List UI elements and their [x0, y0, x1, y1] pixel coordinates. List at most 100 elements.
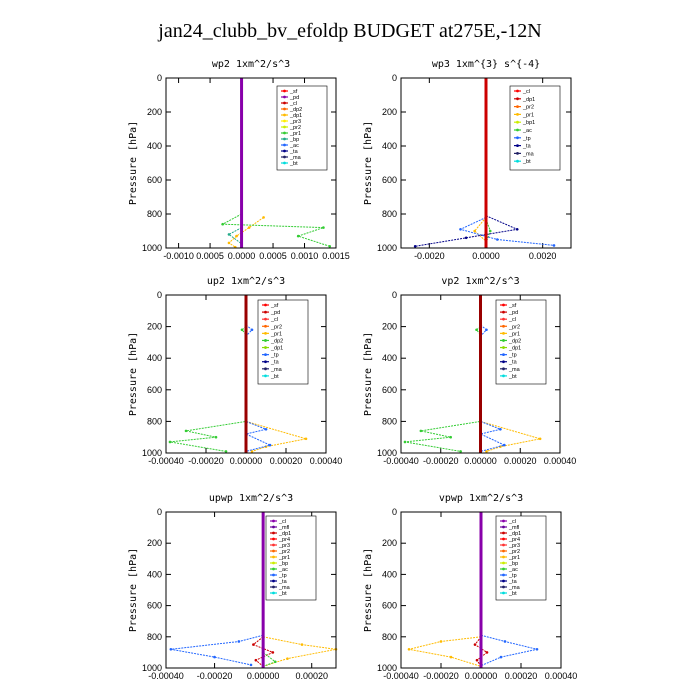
series-point-pr1 — [449, 655, 453, 659]
series-point-ac — [273, 660, 277, 664]
x-tick-label: -0.00020 — [423, 671, 459, 681]
legend-marker — [272, 543, 275, 547]
legend-box — [495, 299, 547, 385]
series-point-pr1 — [250, 450, 254, 453]
y-tick-label: 0 — [392, 290, 397, 300]
legend-marker — [502, 317, 505, 321]
legend-marker — [502, 353, 505, 357]
legend-label: _pr2 — [289, 125, 301, 131]
legend-label: _sf — [270, 303, 279, 309]
plot-frame — [165, 511, 337, 669]
series-line-bp — [228, 227, 242, 245]
legend-label: _mfl — [508, 525, 519, 531]
legend-marker — [516, 120, 519, 124]
legend-label: _cl — [289, 101, 297, 107]
legend-label: _ta — [522, 144, 532, 150]
series-point-dp2 — [184, 429, 188, 433]
legend-marker — [502, 573, 505, 577]
x-tick-label: -0.00040 — [383, 671, 419, 681]
legend-marker — [283, 119, 286, 123]
legend-label: _dp2 — [289, 107, 302, 113]
y-tick-label: 400 — [147, 569, 162, 579]
series-point-pr1 — [485, 450, 488, 453]
y-tick-label: 1000 — [377, 448, 397, 458]
panel-title: up2 1xm^2/s^3 — [207, 276, 285, 287]
legend-marker — [272, 555, 275, 559]
legend-marker — [272, 549, 275, 553]
legend-marker — [283, 95, 286, 99]
legend-marker — [272, 573, 275, 577]
y-tick-label: 0 — [392, 73, 397, 83]
y-tick-label: 600 — [382, 601, 397, 611]
y-tick-label: 600 — [382, 175, 397, 185]
series-point-ta — [515, 228, 519, 231]
plot-frame — [165, 77, 337, 249]
legend-label: _tp — [270, 353, 279, 359]
legend-marker — [264, 346, 267, 349]
legend-label: _tp — [522, 136, 531, 142]
plot-frame — [400, 77, 572, 249]
legend-label: _ac — [289, 143, 299, 149]
x-tick-label: 0.0020 — [529, 251, 557, 261]
series-point-tp — [264, 428, 268, 431]
plot-frame — [400, 294, 561, 454]
y-tick-label: 1000 — [142, 448, 162, 458]
legend-label: _ma — [270, 367, 283, 373]
y-tick-label: 0 — [157, 73, 162, 83]
x-tick-label: -0.00020 — [423, 456, 459, 466]
legend-label: _ma — [289, 155, 302, 161]
legend-label: _dp1 — [508, 346, 521, 352]
series-point-tp — [499, 428, 502, 431]
series-point-pr1 — [328, 245, 332, 248]
series-point-tp — [552, 244, 556, 247]
y-axis-label: Pressure [hPa] — [363, 548, 374, 632]
y-tick-label: 800 — [382, 632, 397, 642]
legend-marker — [502, 367, 505, 371]
series-point-ta — [413, 245, 417, 248]
x-tick-label: 0.00040 — [544, 456, 577, 466]
x-tick-label: 0.00000 — [465, 671, 498, 681]
y-tick-label: 1000 — [377, 663, 397, 673]
legend-label: _tp — [508, 353, 517, 359]
legend-label: _cl — [270, 317, 278, 323]
series-point-dp2 — [403, 440, 407, 444]
legend-marker — [516, 144, 519, 148]
series-point-tp — [268, 443, 272, 447]
series-line-tp — [459, 216, 555, 246]
legend-label: _pr2 — [508, 549, 520, 555]
series-line-pr1 — [245, 420, 307, 452]
series-point-pr1 — [296, 234, 300, 238]
legend-label: _ac — [508, 567, 518, 573]
y-tick-label: 800 — [382, 416, 397, 426]
plot-frame — [400, 511, 562, 669]
y-tick-label: 800 — [147, 632, 162, 642]
y-tick-label: 0 — [157, 507, 162, 517]
legend-marker — [264, 317, 267, 321]
legend-label: _bt — [522, 159, 531, 165]
series-point-tp — [503, 443, 506, 447]
y-axis-label: Pressure [hPa] — [128, 548, 139, 632]
legend-label: _tp — [508, 573, 517, 579]
series-point-pr1 — [322, 226, 325, 229]
series-point-tp — [249, 663, 253, 667]
legend-label: _ta — [270, 360, 280, 366]
legend-label: _bt — [508, 591, 517, 597]
series-point-tp — [250, 328, 254, 332]
legend-label: _bt — [289, 161, 298, 167]
series-line-pr1 — [474, 217, 487, 242]
legend-label: _pr3 — [508, 543, 520, 549]
series-point-dp1 — [227, 241, 231, 245]
y-tick-label: 400 — [382, 141, 397, 151]
legend-label: _pd — [508, 310, 518, 316]
legend-box — [509, 85, 561, 171]
y-tick-label: 400 — [147, 353, 162, 363]
legend-marker — [283, 161, 286, 165]
x-tick-label: -0.00020 — [188, 456, 224, 466]
y-tick-label: 1000 — [142, 663, 162, 673]
series-line-tp — [478, 324, 506, 452]
series-point-dp1 — [247, 226, 251, 229]
series-point-dp2 — [459, 450, 462, 453]
series-point-pr1 — [304, 437, 308, 441]
legend-marker — [502, 310, 505, 314]
